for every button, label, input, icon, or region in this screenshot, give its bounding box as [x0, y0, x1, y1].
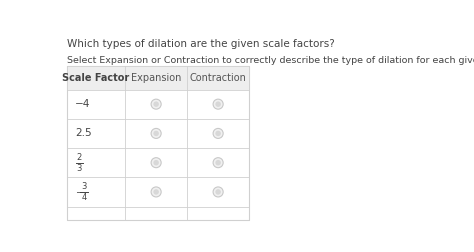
Circle shape [213, 99, 223, 109]
Text: Scale Factor: Scale Factor [63, 73, 130, 83]
Circle shape [154, 189, 159, 195]
Text: Select Expansion or Contraction to correctly describe the type of dilation for e: Select Expansion or Contraction to corre… [67, 56, 474, 66]
Circle shape [213, 187, 223, 197]
Circle shape [151, 187, 161, 197]
Text: Expansion: Expansion [131, 73, 182, 83]
Circle shape [213, 129, 223, 138]
Text: 4: 4 [82, 193, 87, 202]
Text: Which types of dilation are the given scale factors?: Which types of dilation are the given sc… [67, 40, 335, 49]
Circle shape [154, 101, 159, 107]
FancyBboxPatch shape [67, 67, 249, 89]
Circle shape [154, 160, 159, 165]
Text: 2.5: 2.5 [75, 129, 91, 138]
Circle shape [215, 189, 221, 195]
Text: 3: 3 [77, 164, 82, 173]
FancyBboxPatch shape [67, 67, 249, 220]
Text: 3: 3 [82, 182, 87, 191]
Circle shape [151, 99, 161, 109]
Circle shape [213, 158, 223, 168]
Text: −: − [75, 187, 82, 197]
Circle shape [215, 131, 221, 136]
Text: Contraction: Contraction [190, 73, 246, 83]
Circle shape [154, 131, 159, 136]
Circle shape [215, 160, 221, 165]
Circle shape [151, 158, 161, 168]
Circle shape [215, 101, 221, 107]
Text: 2: 2 [77, 153, 82, 162]
Text: −4: −4 [75, 99, 90, 109]
Circle shape [151, 129, 161, 138]
